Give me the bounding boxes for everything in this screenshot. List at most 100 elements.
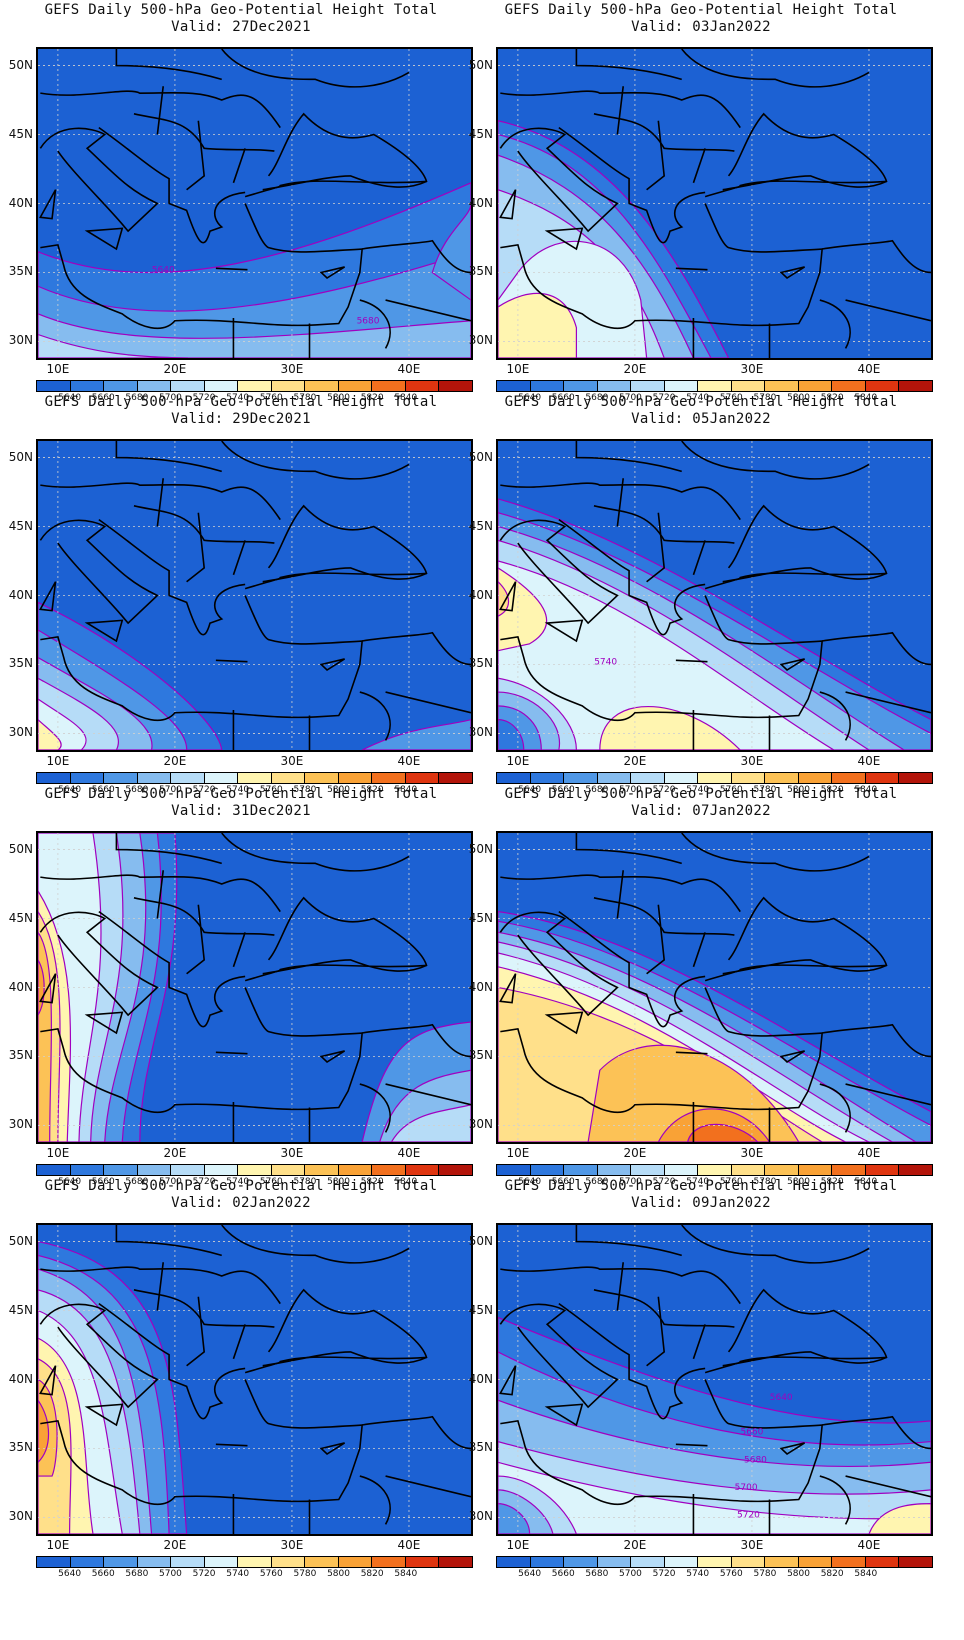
panel-valid-date: Valid: 05Jan2022 [631, 411, 771, 427]
color-bar-label: 5820 [820, 393, 844, 403]
latitude-tick-label: 35N [8, 1440, 33, 1455]
color-bar-swatch [832, 1165, 866, 1175]
color-bar-label: 5840 [854, 1177, 878, 1187]
color-bar-label: 5800 [787, 1569, 810, 1579]
contour-band [38, 313, 471, 358]
latitude-tick-label: 45N [468, 126, 493, 141]
color-bar-swatch [271, 1557, 306, 1567]
longitude-tick-label: 10E [46, 362, 70, 376]
color-bar-label: 5800 [327, 1177, 350, 1187]
color-bar-swatch [137, 1557, 172, 1567]
coastline [262, 896, 428, 975]
color-bar-swatch [731, 773, 766, 783]
color-bar-swatch [305, 1165, 339, 1175]
color-bar-label: 5660 [91, 1177, 115, 1187]
coastline [819, 299, 931, 349]
coastline [558, 126, 706, 244]
color-bar-swatch [271, 381, 306, 391]
latitude-tick-label: 35N [8, 264, 33, 279]
coastline [593, 1289, 735, 1328]
color-bar-label: 5740 [686, 1569, 710, 1579]
coastline [98, 518, 246, 636]
color-bar-swatch [204, 1557, 239, 1567]
coastline [359, 691, 471, 741]
panel-title-line: GEFS Daily 500-hPa Geo-Potential Height … [44, 394, 438, 410]
color-bar-label: 5800 [787, 785, 810, 795]
color-bar-swatch [765, 773, 799, 783]
color-bar-swatch [338, 1165, 373, 1175]
contour-band [498, 560, 836, 750]
map-svg: 5640 5660 5680 5700 5720 [498, 1225, 931, 1534]
color-bar-label: 5700 [159, 1569, 182, 1579]
panel-title-line: GEFS Daily 500-hPa Geo-Potential Height … [504, 394, 898, 410]
longitude-tick-label: 30E [280, 362, 304, 376]
color-bar [496, 1556, 933, 1568]
longitude-tick-label: 10E [46, 1146, 70, 1160]
color-bar-swatch [70, 1557, 105, 1567]
latitude-tick-label: 35N [468, 264, 493, 279]
color-bar-label: 5680 [125, 393, 149, 403]
coastline [499, 1365, 517, 1396]
latitude-tick-label: 40N [468, 587, 493, 602]
latitude-tick-label: 35N [8, 1048, 33, 1063]
coastline [84, 619, 124, 643]
color-bar-label: 5680 [585, 1177, 609, 1187]
color-bar-label: 5660 [91, 785, 115, 795]
longitude-tick-label: 40E [857, 1146, 881, 1160]
panel-valid-date: Valid: 03Jan2022 [631, 19, 771, 35]
coastline [722, 896, 888, 975]
coastline [500, 1379, 824, 1505]
coastline [359, 1475, 471, 1525]
map-svg: 5640 5680 [38, 49, 471, 358]
color-bar-label: 5680 [585, 785, 609, 795]
map-svg [38, 833, 471, 1142]
color-bar-label: 5720 [652, 785, 676, 795]
coastline [575, 833, 870, 872]
color-bar-swatch [37, 381, 71, 391]
coastline [779, 1442, 806, 1455]
coastline [575, 1225, 870, 1264]
coastline [319, 1442, 346, 1455]
coastline [40, 595, 364, 721]
coastline [262, 112, 428, 191]
color-bar-label: 5640 [518, 1569, 542, 1579]
latitude-tick-label: 35N [468, 1440, 493, 1455]
contour-band [868, 1503, 931, 1534]
latitude-tick-label: 40N [8, 587, 33, 602]
color-bar-swatch [631, 1165, 665, 1175]
latitude-tick-label: 50N [468, 449, 493, 464]
height-map [36, 439, 473, 752]
color-bar-label: 5700 [159, 785, 182, 795]
coastline [593, 505, 735, 544]
color-bar-label: 5700 [619, 1177, 642, 1187]
latitude-tick-label: 45N [8, 518, 33, 533]
coastline [822, 239, 931, 274]
color-bar-swatch [305, 1557, 339, 1567]
color-bar-swatch [338, 773, 373, 783]
latitude-tick-label: 45N [8, 910, 33, 925]
color-bar-swatch [865, 381, 900, 391]
coastline [575, 441, 870, 480]
coastline [115, 49, 410, 88]
coastline [499, 973, 517, 1004]
color-bar-swatch [104, 1165, 138, 1175]
color-bar-swatch [865, 773, 900, 783]
coastline [500, 595, 824, 721]
contour-label: 5720 [737, 1510, 760, 1520]
color-bar-swatch [338, 381, 373, 391]
longitude-tick-label: 10E [506, 754, 530, 768]
color-bar-swatch [564, 381, 598, 391]
color-bar-swatch [405, 1165, 440, 1175]
height-map [496, 47, 933, 360]
color-bar-label: 5760 [259, 1177, 283, 1187]
color-bar-label: 5820 [820, 1569, 844, 1579]
color-bar-label: 5840 [394, 393, 418, 403]
color-bar-swatch [372, 1165, 406, 1175]
color-bar-label: 5640 [58, 1177, 82, 1187]
contour-label: 5640 [152, 265, 175, 275]
coastline [39, 1303, 159, 1409]
longitude-tick-label: 10E [506, 362, 530, 376]
color-bar-label: 5660 [551, 1177, 575, 1187]
coastline [499, 581, 517, 612]
color-bar-swatch [899, 381, 932, 391]
